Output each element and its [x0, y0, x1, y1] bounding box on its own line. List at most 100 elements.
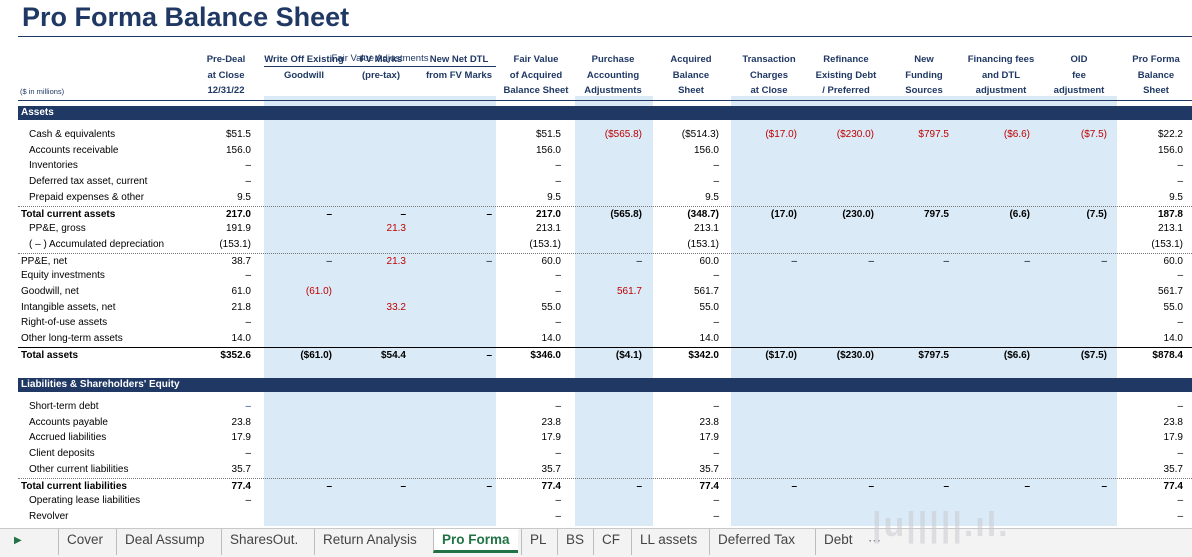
- cell-value[interactable]: 35.7: [1163, 463, 1183, 475]
- cell-value[interactable]: (61.0): [305, 286, 332, 297]
- cell-value[interactable]: 35.7: [541, 463, 561, 475]
- cell-value[interactable]: –: [1177, 270, 1183, 282]
- cell-value[interactable]: –: [486, 208, 492, 220]
- cell-value[interactable]: 213.1: [535, 223, 561, 235]
- cell-value[interactable]: –: [791, 255, 797, 267]
- cell-value[interactable]: –: [868, 480, 874, 492]
- row-label[interactable]: Total current assets: [21, 208, 116, 220]
- cell-value[interactable]: $51.5: [225, 129, 251, 140]
- cell-value[interactable]: –: [1177, 160, 1183, 172]
- cell-value[interactable]: ($565.8): [604, 129, 642, 140]
- cell-value[interactable]: –: [713, 270, 719, 282]
- sheet-tab[interactable]: Pro Forma: [433, 529, 518, 553]
- cell-value[interactable]: –: [555, 286, 561, 297]
- cell-value[interactable]: –: [713, 401, 719, 412]
- cell-value[interactable]: 217.0: [535, 208, 561, 220]
- cell-value[interactable]: –: [1101, 480, 1107, 492]
- cell-value[interactable]: –: [713, 317, 719, 329]
- row-label[interactable]: Accounts payable: [29, 416, 108, 428]
- sheet-tab[interactable]: PL: [521, 529, 555, 555]
- cell-value[interactable]: –: [555, 495, 561, 507]
- cell-value[interactable]: 17.9: [1163, 432, 1183, 444]
- cell-value[interactable]: –: [326, 255, 332, 267]
- row-label[interactable]: Deferred tax asset, current: [29, 176, 148, 188]
- cell-value[interactable]: –: [1177, 510, 1183, 522]
- cell-value[interactable]: $352.6: [220, 349, 251, 361]
- cell-value[interactable]: –: [1101, 255, 1107, 267]
- cell-value[interactable]: 23.8: [231, 416, 251, 428]
- row-label[interactable]: Equity investments: [21, 270, 105, 282]
- cell-value[interactable]: ($514.3): [681, 129, 719, 140]
- cell-value[interactable]: –: [326, 480, 332, 492]
- cell-value[interactable]: 14.0: [699, 333, 719, 345]
- cell-value[interactable]: –: [868, 255, 874, 267]
- cell-value[interactable]: –: [713, 176, 719, 188]
- cell-value[interactable]: 55.0: [1163, 301, 1183, 313]
- cell-value[interactable]: –: [245, 176, 251, 188]
- cell-value[interactable]: ($230.0): [836, 349, 874, 361]
- cell-value[interactable]: –: [943, 480, 949, 492]
- row-label[interactable]: Accrued liabilities: [29, 432, 107, 444]
- cell-value[interactable]: ($7.5): [1080, 129, 1107, 140]
- cell-value[interactable]: –: [400, 480, 406, 492]
- sheet-tab[interactable]: LL assets: [631, 529, 705, 555]
- cell-value[interactable]: 60.0: [1163, 255, 1183, 267]
- sheet-tab[interactable]: BS: [557, 529, 592, 555]
- cell-value[interactable]: 561.7: [693, 286, 719, 297]
- cell-value[interactable]: –: [713, 495, 719, 507]
- cell-value[interactable]: 77.4: [541, 480, 561, 492]
- cell-value[interactable]: 14.0: [231, 333, 251, 345]
- cell-value[interactable]: –: [713, 448, 719, 460]
- cell-value[interactable]: –: [636, 255, 642, 267]
- cell-value[interactable]: $797.5: [918, 129, 949, 140]
- cell-value[interactable]: –: [555, 401, 561, 412]
- cell-value[interactable]: 156.0: [1157, 144, 1183, 156]
- row-label[interactable]: Other long-term assets: [21, 333, 123, 345]
- cell-value[interactable]: 23.8: [1163, 416, 1183, 428]
- cell-value[interactable]: 561.7: [1157, 286, 1183, 297]
- cell-value[interactable]: (565.8): [610, 208, 642, 220]
- cell-value[interactable]: 9.5: [237, 191, 251, 203]
- cell-value[interactable]: 187.8: [1157, 208, 1183, 220]
- row-label[interactable]: Goodwill, net: [21, 286, 79, 297]
- row-label[interactable]: PP&E, net: [21, 255, 68, 267]
- cell-value[interactable]: –: [1024, 480, 1030, 492]
- cell-value[interactable]: $346.0: [530, 349, 561, 361]
- cell-value[interactable]: ($17.0): [765, 349, 797, 361]
- cell-value[interactable]: 17.9: [231, 432, 251, 444]
- cell-value[interactable]: 213.1: [693, 223, 719, 235]
- cell-value[interactable]: 156.0: [535, 144, 561, 156]
- sheet-tab[interactable]: Return Analysis: [314, 529, 425, 555]
- cell-value[interactable]: –: [555, 317, 561, 329]
- cell-value[interactable]: 35.7: [699, 463, 719, 475]
- row-label[interactable]: Client deposits: [29, 448, 95, 460]
- cell-value[interactable]: 55.0: [699, 301, 719, 313]
- tab-scroll-right-icon[interactable]: ▶: [14, 535, 22, 546]
- cell-value[interactable]: –: [943, 255, 949, 267]
- cell-value[interactable]: (230.0): [842, 208, 874, 220]
- cell-value[interactable]: –: [555, 176, 561, 188]
- cell-value[interactable]: (153.1): [529, 238, 561, 250]
- cell-value[interactable]: (153.1): [1151, 238, 1183, 250]
- cell-value[interactable]: –: [486, 480, 492, 492]
- row-label[interactable]: Other current liabilities: [29, 463, 129, 475]
- cell-value[interactable]: –: [1177, 448, 1183, 460]
- row-label[interactable]: Total assets: [21, 349, 79, 361]
- sheet-tab[interactable]: CF: [593, 529, 628, 555]
- cell-value[interactable]: (153.1): [687, 238, 719, 250]
- cell-value[interactable]: –: [245, 160, 251, 172]
- row-label[interactable]: Inventories: [29, 160, 78, 172]
- cell-value[interactable]: –: [713, 160, 719, 172]
- cell-value[interactable]: (6.6): [1009, 208, 1030, 220]
- cell-value[interactable]: 14.0: [1163, 333, 1183, 345]
- cell-value[interactable]: 9.5: [705, 191, 719, 203]
- cell-value[interactable]: 23.8: [541, 416, 561, 428]
- sheet-tab[interactable]: Deferred Tax: [709, 529, 803, 555]
- cell-value[interactable]: 14.0: [541, 333, 561, 345]
- cell-value[interactable]: –: [1177, 176, 1183, 188]
- cell-value[interactable]: $54.4: [380, 349, 406, 361]
- row-label[interactable]: Accounts receivable: [29, 144, 119, 156]
- cell-value[interactable]: 217.0: [225, 208, 251, 220]
- sheet-tab[interactable]: Deal Assump: [116, 529, 213, 555]
- cell-value[interactable]: ($17.0): [765, 129, 797, 140]
